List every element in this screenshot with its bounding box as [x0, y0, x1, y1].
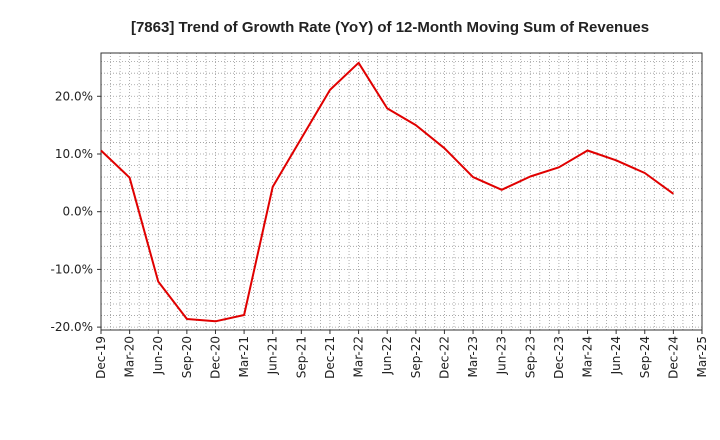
x-tick-label: Sep-23	[523, 336, 537, 378]
series-layer	[100, 61, 674, 323]
y-tick-label: 20.0%	[55, 89, 93, 103]
x-tick-label: Mar-20	[123, 336, 137, 377]
x-tick-label: Dec-24	[666, 336, 680, 379]
series-line	[100, 61, 674, 323]
x-tick-label: Mar-21	[237, 336, 251, 377]
x-tick-label: Dec-19	[94, 336, 108, 379]
grid	[101, 53, 702, 330]
plot-area-frame	[100, 52, 703, 331]
y-tick-label: -20.0%	[51, 320, 93, 334]
chart-title: [7863] Trend of Growth Rate (YoY) of 12-…	[131, 19, 649, 36]
x-tick-label: Sep-20	[180, 336, 194, 378]
x-tick-label: Dec-20	[208, 336, 222, 379]
y-tick-label: 0.0%	[63, 205, 94, 219]
y-tick-label: 10.0%	[55, 147, 93, 161]
x-axis-tick-labels: Dec-19 Mar-20 Jun-20 Sep-20 Dec-20 Mar-21 Jun-…	[94, 330, 709, 379]
x-tick-label: Sep-22	[409, 336, 423, 378]
x-tick-label: Jun-20	[151, 336, 165, 375]
x-tick-label: Jun-22	[380, 336, 394, 375]
x-tick-label: Sep-24	[638, 336, 652, 378]
y-axis-tick-labels: 20.0% 10.0% 0.0% -10.0% -20.0%	[51, 89, 101, 334]
x-tick-label: Jun-24	[609, 336, 623, 375]
x-tick-label: Jun-21	[266, 336, 280, 375]
y-tick-label: -10.0%	[51, 262, 93, 276]
x-tick-label: Dec-21	[323, 336, 337, 379]
x-tick-label: Mar-22	[352, 336, 366, 377]
x-tick-label: Mar-25	[695, 336, 709, 377]
x-tick-label: Mar-24	[581, 336, 595, 377]
x-tick-label: Dec-22	[437, 336, 451, 379]
x-tick-label: Mar-23	[466, 336, 480, 377]
x-tick-label: Sep-21	[294, 336, 308, 378]
x-tick-label: Dec-23	[552, 336, 566, 379]
x-tick-label: Jun-23	[495, 336, 509, 375]
